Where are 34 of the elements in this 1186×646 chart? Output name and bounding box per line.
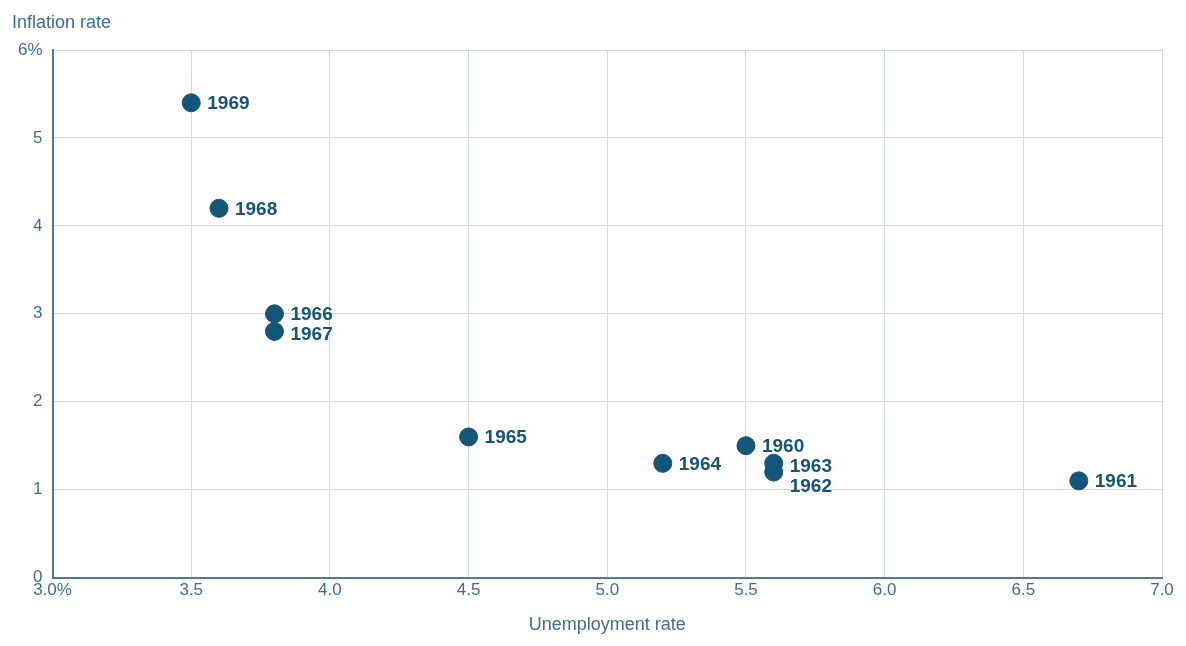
point <box>264 304 284 324</box>
x-tick-label: 3.5 <box>179 580 204 600</box>
x-tick-label: 4.0 <box>318 580 342 600</box>
point <box>653 453 673 473</box>
x-tick-label: 5.5 <box>734 580 758 600</box>
point <box>459 427 479 447</box>
annotation: 1962 <box>789 474 832 496</box>
y-tick-label: 4 <box>33 215 43 235</box>
annotation: 1968 <box>234 197 278 219</box>
annotation: 1963 <box>789 454 832 476</box>
x-tick-label: 6.0 <box>872 580 897 600</box>
annotation: 1960 <box>761 434 805 456</box>
y-tick-label: 5 <box>33 127 43 147</box>
annotation: 1969 <box>207 91 250 113</box>
point <box>209 198 229 218</box>
x-tick-label: 4.5 <box>456 580 481 600</box>
y-tick-label: 2 <box>33 391 43 411</box>
x-tick-label: 6.5 <box>1011 580 1036 600</box>
y-axis-title: Inflation rate <box>12 11 112 32</box>
annotation: 1965 <box>484 426 528 448</box>
x-tick-label: 7.0 <box>1150 580 1174 600</box>
annotation: 1964 <box>678 452 722 474</box>
x-tick-label: 5.0 <box>595 580 620 600</box>
annotation: 1967 <box>290 323 333 345</box>
x-axis-title: Unemployment rate <box>528 613 686 634</box>
point <box>264 321 284 341</box>
annotation: 1961 <box>1094 470 1138 492</box>
point <box>1069 471 1089 491</box>
y-tick-label: 3 <box>33 303 43 323</box>
point <box>736 436 756 456</box>
y-tick-label: 1 <box>33 479 43 499</box>
y-tick-label: 6% <box>17 39 43 59</box>
annotation: 1966 <box>290 303 333 325</box>
point <box>181 93 201 113</box>
